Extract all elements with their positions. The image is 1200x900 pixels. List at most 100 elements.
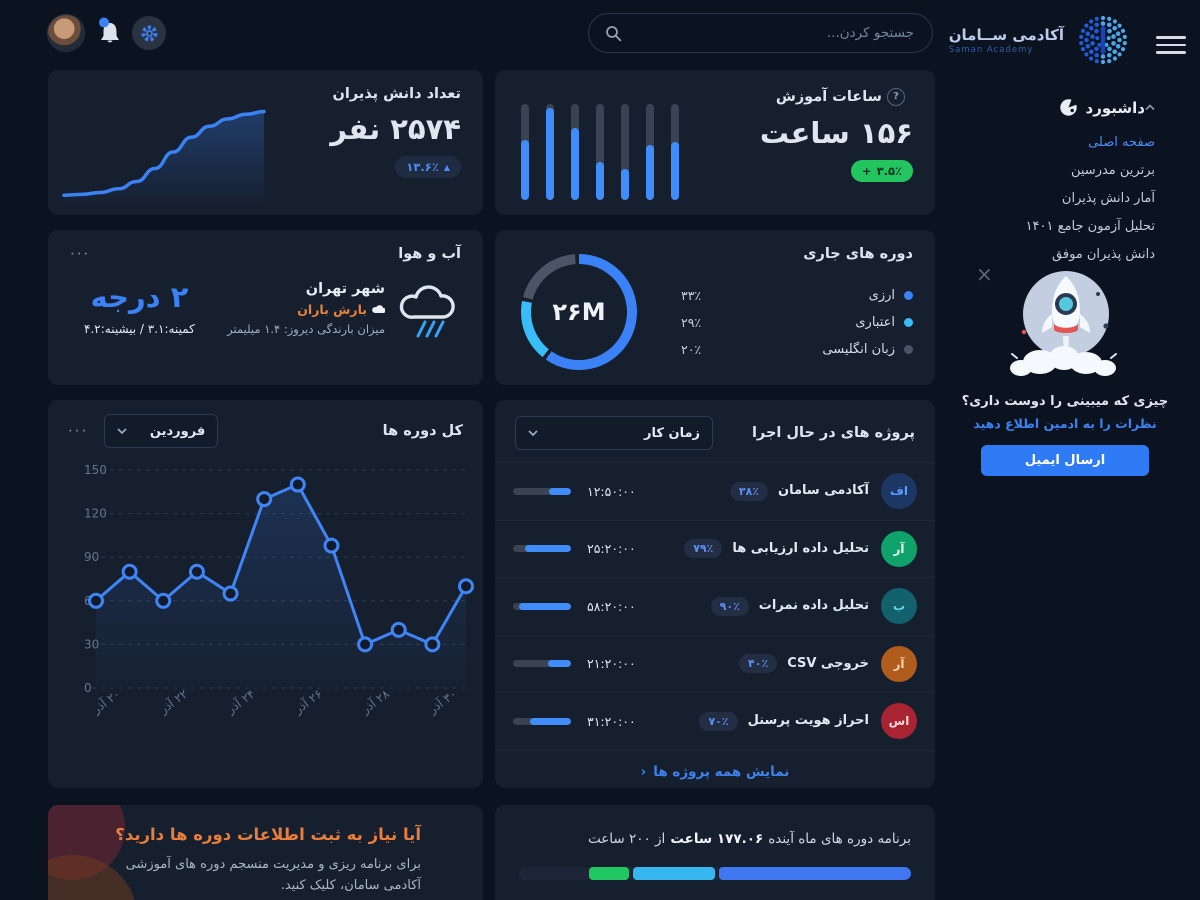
register-courses-cta-card[interactable]: آیا نیاز به ثبت اطلاعات دوره ها دارید؟ ب… [48,805,483,900]
help-icon[interactable]: ? [887,87,905,106]
chevron-up-icon [1145,104,1155,111]
svg-text:۲۰ آذر: ۲۰ آذر [88,686,123,718]
close-icon[interactable]: × [976,262,993,286]
schedule-progress-segment [589,867,629,880]
project-row[interactable]: آر تحلیل داده ارزیابی ها ۷۹٪ ۲۵:۲۰:۰۰ [495,519,935,578]
project-time: ۲۵:۲۰:۰۰ [587,541,636,557]
svg-text:150: 150 [84,463,107,477]
month-dropdown[interactable]: فروردین [104,414,219,448]
send-email-button[interactable]: ارسال ایمیل [981,445,1149,476]
project-percent-badge: ۷۹٪ [684,539,723,559]
project-name: تحلیل داده ارزیابی ها [732,540,869,556]
sidebar-section-header[interactable]: داشبورد [983,98,1155,117]
legend-dot-icon [904,291,913,300]
svg-text:۲۴ آذر: ۲۴ آذر [222,686,257,718]
brand-logo-icon [1079,15,1127,65]
hours-bar [671,104,679,200]
donut-card-title: دوره های جاری [803,246,913,262]
legend-label: زبان انگلیسی [822,342,895,357]
legend-item: زبان انگلیسی ۲۰٪ [681,336,913,363]
brand-title: آکادمی ســامان [948,25,1064,44]
project-name: احراز هویت پرسنل [747,713,869,729]
project-progress-bar [513,660,571,668]
hours-bar [521,104,529,200]
legend-value: ۲۰٪ [681,342,702,357]
legend-dot-icon [904,318,913,327]
hours-card-title: ساعات آموزش [775,89,882,105]
sidebar-item[interactable]: تحلیل آزمون جامع ۱۴۰۱ [1025,218,1155,234]
chevron-left-icon: ‹ [640,763,647,780]
project-avatar: ب [881,588,917,625]
nav-section-title: داشبورد [1085,98,1145,117]
project-progress-bar [513,602,571,610]
project-avatar: اف [881,473,917,510]
feedback-promo: × چیزی که میبینی را دوست داری؟ نظرات را … [958,262,1172,476]
sidebar-item[interactable]: صفحه اصلی [1088,134,1155,150]
search-icon [606,25,622,41]
hours-growth-badge: +۳.۵٪ [850,159,913,182]
more-options-icon[interactable]: ··· [70,244,91,263]
projects-list: اف آکادمی سامان ۳۸٪ ۱۲:۵۰:۰۰ آر تحلیل داده ار… [495,462,935,750]
bell-icon [99,17,119,43]
project-row[interactable]: اس احراز هویت پرسنل ۷۰٪ ۳۱:۲۰:۰۰ [495,692,935,750]
chevron-down-icon [528,430,538,436]
project-time: ۲۱:۲۰:۰۰ [587,656,636,672]
sidebar-menu: صفحه اصلی برترین مدرسین آمار دانش پذیران تح… [1026,128,1155,268]
weather-card: آب و هوا ··· شهر تهران بارش باران میزان … [48,230,483,385]
running-projects-card: پروژه های در حال اجرا زمان کار اف آکادمی … [495,400,935,788]
hamburger-icon [1156,36,1186,39]
project-time: ۱۲:۵۰:۰۰ [587,483,636,499]
next-month-schedule-card: برنامه دوره های ماه آینده ۱۷۷.۰۶ ساعت از… [495,805,935,900]
search-input[interactable] [630,24,916,42]
hours-bar [546,104,554,200]
worktime-dropdown[interactable]: زمان کار [515,416,713,450]
legend-value: ۲۹٪ [681,315,702,330]
project-percent-badge: ۴۰٪ [739,654,778,674]
brand-logo: آکادمی ســامان Saman Academy [949,9,1134,71]
svg-text:۳۰ آذر: ۳۰ آذر [424,686,459,718]
user-avatar[interactable] [48,15,84,51]
project-name: آکادمی سامان [778,483,869,499]
project-row[interactable]: اف آکادمی سامان ۳۸٪ ۱۲:۵۰:۰۰ [495,462,935,520]
notification-bell-icon[interactable] [96,16,124,48]
legend-item: ارزی ۳۳٪ [681,282,913,309]
sidebar-item[interactable]: آمار دانش پذیران [1061,190,1155,206]
teaching-hours-bar-chart [521,104,679,200]
project-progress-bar [513,717,571,725]
chevron-down-icon [117,428,127,434]
schedule-progress-segment [718,867,911,880]
hours-bar [596,104,604,200]
hours-bar [571,104,579,200]
svg-text:90: 90 [84,550,99,564]
weather-card-title: آب و هوا [398,246,461,262]
more-options-icon[interactable]: ··· [68,421,89,440]
students-card-title: تعداد دانش پذیران [332,86,462,102]
project-time: ۵۸:۲۰:۰۰ [587,598,636,614]
weather-temperature: ۲ درجه [90,280,189,314]
students-count-card: تعداد دانش پذیران ۲۵۷۴ نفر ۱۳.۶٪ ▲ [48,70,483,215]
menu-toggle-button[interactable] [1156,34,1186,56]
weather-city: شهر تهران [305,280,385,297]
dashboard-icon [1059,99,1077,116]
svg-text:۲۶ آذر: ۲۶ آذر [289,686,324,718]
teaching-hours-card: ? ساعات آموزش ۱۵۶ ساعت +۳.۵٪ [495,70,935,215]
search-box [588,13,933,53]
weather-condition: بارش باران [227,302,385,317]
courses-donut-chart: ۲۶M [521,254,637,370]
sidebar-item[interactable]: برترین مدرسین [1070,162,1155,178]
rain-cloud-icon [399,285,455,338]
project-row[interactable]: ب تحلیل داده نمرات ۹۰٪ ۵۸:۲۰:۰۰ [495,577,935,635]
cta-title: آیا نیاز به ثبت اطلاعات دوره ها دارید؟ [115,825,421,844]
promo-feedback-link[interactable]: نظرات را به ادمین اطلاع دهید [973,416,1157,431]
hours-bar [621,104,629,200]
show-all-projects-link[interactable]: نمایش همه پروژه ها ‹ [495,749,935,793]
total-courses-title: کل دوره ها [382,423,463,439]
svg-text:0: 0 [84,681,92,695]
project-row[interactable]: آر خروجی CSV ۴۰٪ ۲۱:۲۰:۰۰ [495,634,935,693]
donut-legend: ارزی ۳۳٪ اعتباری ۲۹٪ زبان انگلیسی ۲۰٪ [681,282,913,363]
project-avatar: آر [881,645,917,682]
settings-button[interactable] [132,16,166,50]
sidebar-item[interactable]: دانش پذیران موفق [1052,246,1155,262]
